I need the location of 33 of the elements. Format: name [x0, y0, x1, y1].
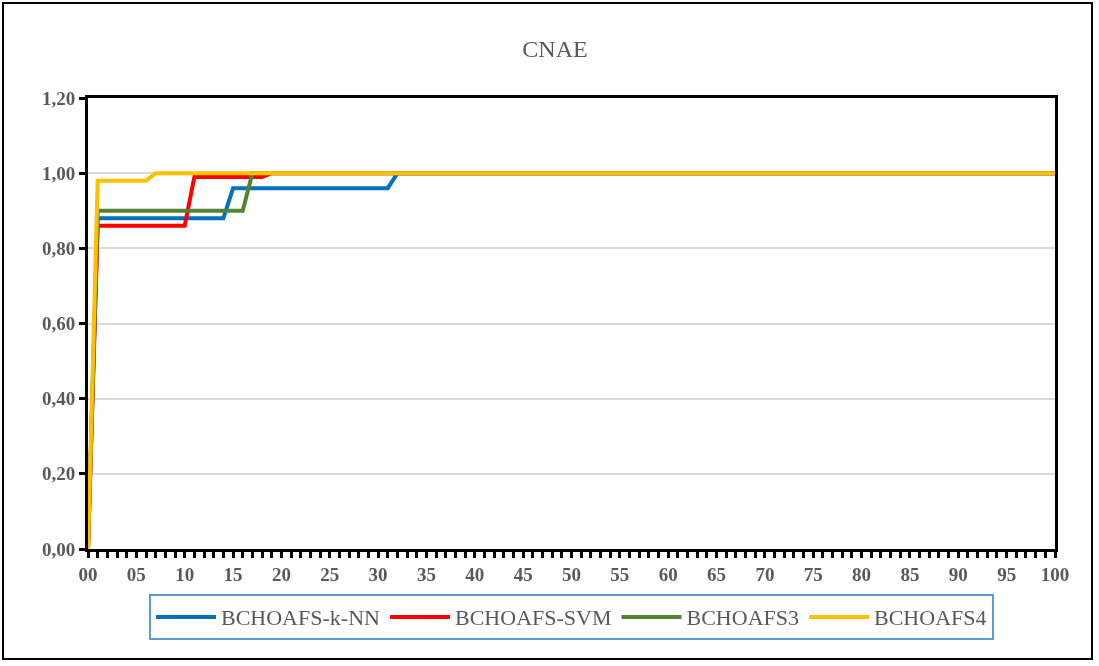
y-tick-label: 0,40: [41, 388, 76, 410]
x-tick-label: 25: [320, 563, 340, 585]
x-tick-label: 35: [416, 563, 436, 585]
y-tick-label: 0,20: [41, 463, 76, 485]
y-tick-label: 0,00: [41, 538, 76, 560]
x-tick-label: 10: [175, 563, 195, 585]
x-tick-label: 30: [368, 563, 388, 585]
x-tick-label: 00: [78, 563, 98, 585]
x-tick-label: 50: [562, 563, 581, 585]
x-tick-label: 70: [755, 563, 775, 585]
x-tick-label: 65: [707, 563, 727, 585]
legend-label: BCHOAFS4: [874, 605, 987, 631]
legend-label: BCHOAFS3: [686, 605, 800, 631]
y-tick-label: 1,20: [41, 87, 76, 109]
x-tick-label: 45: [513, 563, 533, 585]
x-tick-label: 05: [126, 563, 146, 585]
x-tick-label: 85: [900, 563, 920, 585]
y-tick-label: 0,60: [41, 313, 76, 335]
y-tick-label: 1,00: [41, 162, 76, 184]
x-tick-label: 20: [271, 563, 291, 585]
x-tick-label: 15: [223, 563, 243, 585]
chart-title: CNAE: [522, 35, 588, 62]
x-tick-label: 55: [610, 563, 630, 585]
x-tick-label: 40: [465, 563, 485, 585]
x-tick-label: 80: [852, 563, 872, 585]
x-tick-label: 100: [1040, 563, 1070, 585]
x-tick-label: 95: [997, 563, 1017, 585]
x-tick-label: 90: [948, 563, 968, 585]
y-tick-label: 0,80: [41, 237, 76, 259]
legend-label: BCHOAFS-SVM: [455, 605, 612, 631]
x-tick-label: 60: [658, 563, 678, 585]
x-tick-label: 75: [803, 563, 823, 585]
legend-label: BCHOAFS-k-NN: [221, 605, 381, 631]
